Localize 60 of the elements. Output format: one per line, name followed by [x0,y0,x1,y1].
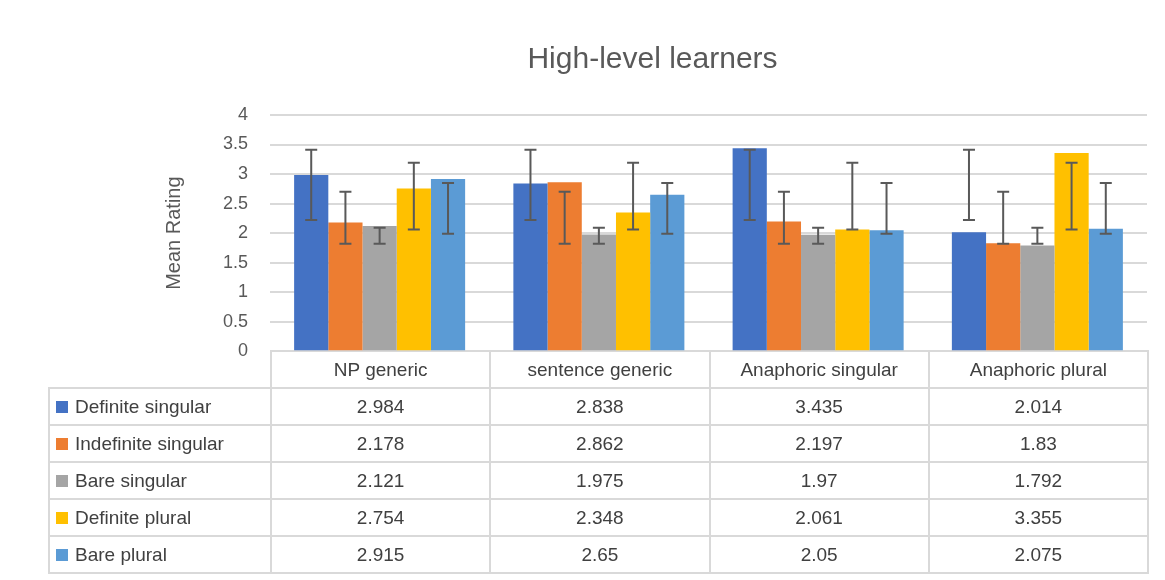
bar [547,182,582,351]
data-label: 2.348 [490,499,710,536]
y-tick-label: 1 [237,281,248,302]
data-label: 2.178 [271,425,491,462]
bar [650,194,685,351]
x-tick-label: NP generic [271,351,491,388]
x-tick-label: Anaphoric singular [709,351,929,388]
bar [513,183,548,351]
bar [615,212,651,351]
bar [732,148,767,351]
data-label: 2.915 [271,536,491,573]
bar [869,230,904,351]
data-label: 1.975 [490,462,710,499]
legend-label: Bare singular [75,469,187,491]
bar [835,229,870,351]
data-label: 1.97 [709,462,929,499]
bar [766,221,802,351]
bar [328,222,363,351]
bar [362,225,397,351]
data-label: 2.862 [490,425,710,462]
data-label: 2.197 [709,425,929,462]
legend-label: Definite singular [75,395,212,417]
data-label: 3.435 [709,388,929,425]
data-label: 2.121 [271,462,491,499]
bar [581,234,616,351]
chart-title: High-level learners [527,41,778,75]
data-label: 2.754 [271,499,491,536]
bar [801,234,836,351]
x-tick-label: sentence generic [490,351,710,388]
y-tick-label: 3 [237,163,248,184]
y-tick-label: 2.5 [222,192,248,213]
data-label: 2.838 [490,388,710,425]
legend-label: Indefinite singular [75,432,224,454]
y-tick-label: 2 [237,222,248,243]
legend-label: Definite plural [75,506,192,528]
data-label: 1.792 [928,462,1148,499]
bar [1054,153,1089,351]
y-tick-label: 4 [237,103,248,124]
y-tick-label: 0 [237,340,248,361]
y-tick-label: 1.5 [222,251,248,272]
data-label: 2.05 [709,536,929,573]
x-tick-label: Anaphoric plural [928,351,1148,388]
bar [294,175,329,351]
data-label: 2.014 [928,388,1148,425]
bar [1088,228,1123,351]
data-label: 2.984 [271,388,491,425]
data-label: 3.355 [928,499,1148,536]
bar [951,232,987,351]
y-tick-label: 3.5 [222,133,248,154]
data-label: 2.65 [490,536,710,573]
y-axis-title: Mean Rating [161,176,184,290]
data-label: 2.075 [928,536,1148,573]
bar [396,188,431,351]
y-tick-label: 0.5 [222,310,248,331]
data-label: 1.83 [928,425,1148,462]
bar [430,179,466,351]
legend-label: Bare plural [75,543,167,565]
data-label: 2.061 [709,499,929,536]
bar [1020,245,1055,351]
bar [986,243,1021,351]
